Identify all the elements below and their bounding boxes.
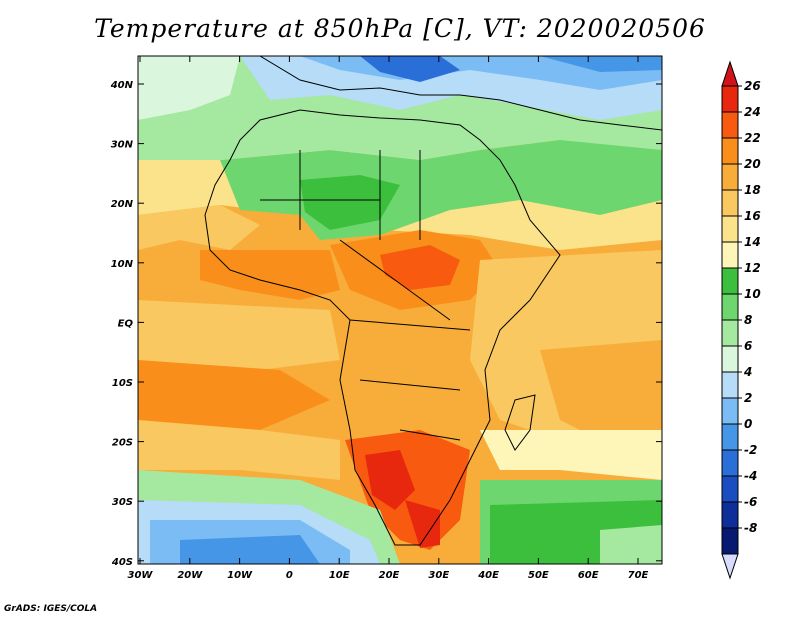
colorbar-label-10: 6 (744, 339, 752, 353)
colorbar-box-10 (721, 345, 739, 373)
colorbar-label-11: 4 (743, 365, 752, 379)
lat-label-3: 10N (111, 259, 134, 270)
colorbar-label-7: 12 (744, 261, 761, 275)
lon-label-5: 20E (379, 570, 400, 581)
colorbar-box-14 (721, 449, 739, 477)
lon-label-1: 20W (177, 570, 203, 581)
longitude-labels: 30W 20W 10W 0 10E 20E 30E 40E 50E 60E 70E (128, 570, 649, 581)
colorbar-box-16 (721, 501, 739, 529)
colorbar-box-13 (721, 423, 739, 451)
colorbar-box-9 (721, 319, 739, 347)
lat-label-1: 30N (111, 140, 134, 151)
colorbar-box-3 (721, 163, 739, 191)
colorbar-label-8: 10 (744, 287, 761, 301)
lon-label-10: 70E (628, 570, 649, 581)
lon-label-8: 50E (528, 570, 549, 581)
colorbar-box-0 (721, 85, 739, 113)
lon-label-7: 40E (477, 570, 499, 581)
colorbar-label-2: 22 (744, 131, 761, 145)
map-title: Temperature at 850hPa [C], VT: 202002050… (94, 14, 706, 43)
grads-credit: GrADS: IGES/COLA (4, 604, 98, 614)
colorbar-box-11 (721, 371, 739, 399)
lon-label-4: 10E (329, 570, 350, 581)
lat-label-0: 40N (110, 80, 134, 91)
colorbar-label-15: -4 (744, 469, 757, 483)
colorbar-box-6 (721, 241, 739, 269)
temperature-field (138, 56, 662, 564)
lon-label-3: 0 (286, 570, 293, 581)
lat-label-8: 40S (111, 557, 133, 568)
colorbar-box-2 (721, 137, 739, 165)
colorbar-label-0: 26 (744, 79, 761, 93)
colorbar-box-4 (721, 189, 739, 217)
lon-label-6: 30E (428, 570, 449, 581)
colorbar-top-arrow (721, 60, 739, 87)
coastlines (204, 56, 662, 546)
colorbar-label-14: -2 (744, 443, 757, 457)
colorbar-label-9: 8 (744, 313, 752, 327)
colorbar-box-12 (721, 397, 739, 425)
lon-label-0: 30W (128, 570, 154, 581)
colorbar-label-16: -6 (744, 495, 757, 509)
colorbar-label-1: 24 (744, 105, 761, 119)
colorbar-box-8 (721, 293, 739, 321)
colorbar-label-5: 16 (744, 209, 761, 223)
lat-label-5: 10S (112, 378, 133, 389)
lon-label-2: 10W (227, 570, 253, 581)
lat-label-2: 20N (111, 199, 134, 210)
latitude-labels: 40N 30N 20N 10N EQ 10S 20S 30S 40S (110, 80, 134, 568)
colorbar-label-12: 2 (744, 391, 752, 405)
colorbar-box-15 (721, 475, 739, 503)
colorbar-box-17 (721, 527, 739, 555)
colorbar-box-7 (721, 267, 739, 295)
lat-label-7: 30S (112, 497, 133, 508)
colorbar-label-4: 18 (744, 183, 761, 197)
colorbar-label-6: 14 (744, 235, 761, 249)
colorbar-box-5 (721, 215, 739, 243)
lat-label-6: 20S (112, 438, 133, 449)
colorbar-label-13: 0 (744, 417, 752, 431)
colorbar-label-3: 20 (744, 157, 761, 171)
lon-label-9: 60E (578, 570, 599, 581)
colorbar-box-1 (721, 111, 739, 139)
axis-ticks (138, 56, 662, 564)
lat-label-4: EQ (118, 318, 134, 329)
map-frame (137, 55, 663, 565)
colorbar-label-17: -8 (744, 521, 757, 535)
colorbar-bottom-arrow (721, 553, 739, 580)
